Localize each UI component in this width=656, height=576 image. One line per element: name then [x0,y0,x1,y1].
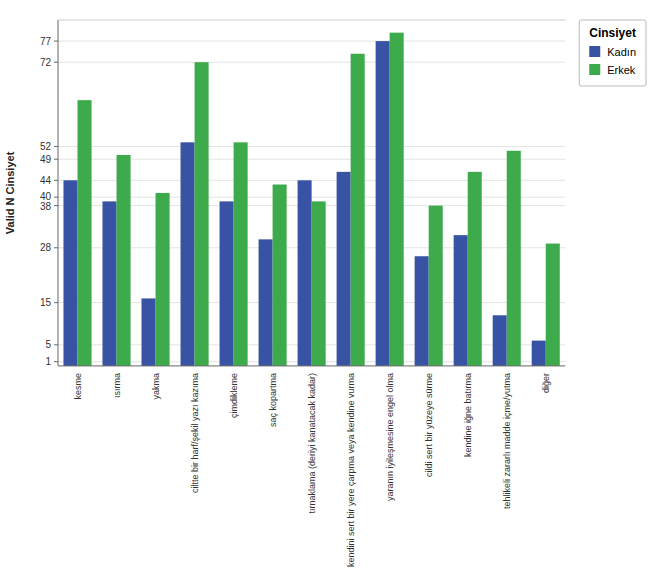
bar [181,142,195,366]
grid-line [58,62,565,63]
bar [156,193,170,366]
bar [532,341,546,366]
bar [507,151,521,366]
bar [468,172,482,366]
x-tick-label: çimdikleme [229,373,239,418]
legend-title: Cinsiyet [589,26,636,40]
y-tick-label: 28 [40,242,52,253]
bar [273,185,287,366]
bar [63,180,77,366]
x-tick-label: ciltte bir harf/şekil yazı kazıma [190,373,200,493]
x-tick-labels: kesme ısırma yakma ciltte bir harf/şekil ya… [73,373,551,567]
x-tick-label: kendine iğne batırma [463,373,473,457]
x-tick-label: diğer [541,373,551,393]
bar [415,256,429,366]
y-axis-label: Valid N Cinsiyet [4,151,16,234]
x-tick-label: cildi sert bir yüzeye sürme [424,373,434,477]
x-tick-label: saç kopartma [268,373,278,427]
bar [195,62,209,366]
grid-line [58,159,565,160]
bar [454,235,468,366]
y-tick-label: 1 [45,356,51,367]
bar [117,155,131,366]
y-tick [54,62,58,63]
y-tick-label: 77 [40,36,52,47]
y-tick [54,247,58,248]
x-tick-label: tehlikeli zararlı madde içme/yutma [502,373,512,509]
x-axis-line [58,365,565,366]
bar [259,239,273,366]
bar [390,33,404,366]
bars [63,33,559,366]
x-tick-label: tırnaklama (deriyi kanatacak kadar) [307,373,317,514]
y-tick [54,344,58,345]
y-tick [54,302,58,303]
y-tick-label: 5 [45,339,51,350]
legend-frame [579,20,646,86]
bar [429,206,443,366]
y-tick [54,41,58,42]
y-tick-label: 49 [40,154,52,165]
legend-label: Kadın [607,46,636,58]
bar [312,201,326,366]
y-tick-label: 52 [40,141,52,152]
bar [337,172,351,366]
chart: Cinsiyet Kadın Erkek kesme ısırma yakma ciltte… [0,0,656,576]
y-tick [54,197,58,198]
bar [234,142,248,366]
grid-line [58,41,565,42]
legend: Cinsiyet Kadın Erkek [579,20,646,86]
x-tick-label: kendini sert bir yere çarpma veya kendin… [346,373,356,567]
y-tick-label: 72 [40,57,52,68]
bar [142,298,156,365]
bar [546,244,560,366]
grid-line [58,146,565,147]
x-tick-label: kesme [73,373,83,400]
y-tick [54,205,58,206]
y-tick [54,361,58,362]
y-tick [54,180,58,181]
bar [102,201,116,366]
y-axis-line [58,20,59,366]
y-tick-label: 15 [40,297,52,308]
legend-swatch [589,46,600,57]
legend-label: Erkek [607,64,636,76]
y-tick-label: 44 [40,175,52,186]
bar [376,41,390,366]
y-tick [54,146,58,147]
y-tick-label: 40 [40,191,52,202]
y-tick [54,159,58,160]
y-ticks: 15152838404449527277 [40,36,58,368]
bar [220,201,234,366]
legend-swatch [589,64,600,75]
bar [351,54,365,366]
bar [493,315,507,366]
x-tick-label: yakma [151,373,161,400]
bar [298,180,312,366]
bar [78,100,92,366]
x-tick-label: yaranın iyileşmesine engel olma [385,373,395,501]
x-tick-label: ısırma [112,373,122,398]
y-tick-label: 38 [40,201,52,212]
plot-top-line [58,20,565,21]
